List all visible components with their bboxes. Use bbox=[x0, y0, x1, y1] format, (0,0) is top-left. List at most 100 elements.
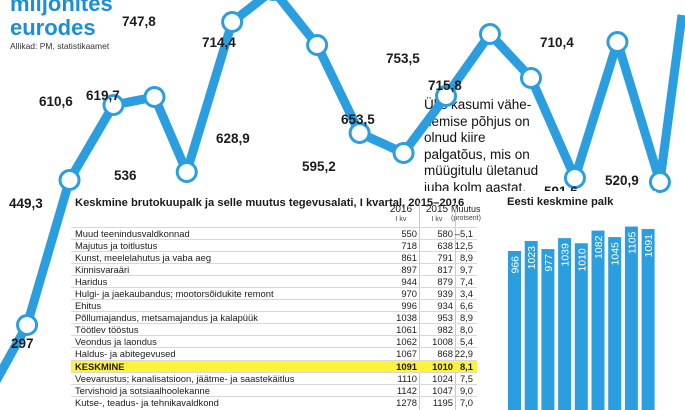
source-note: Allikad: PM, statistikaamet bbox=[10, 41, 110, 51]
bar-value-label: 1039 bbox=[560, 243, 572, 267]
change-value: 22,9 bbox=[454, 348, 473, 360]
value-2015: 817 bbox=[437, 264, 453, 276]
value-2016: 970 bbox=[401, 288, 417, 300]
salary-bar bbox=[641, 229, 655, 410]
value-2015: 939 bbox=[437, 288, 453, 300]
point-label: 536 bbox=[114, 168, 137, 183]
value-2015: 1024 bbox=[432, 372, 453, 384]
table-row-average: KESKMINE 1091 1010 8,1 bbox=[71, 359, 477, 372]
salary-bar bbox=[574, 243, 588, 410]
line-point bbox=[221, 11, 244, 33]
change-value: 8,1 bbox=[459, 360, 473, 372]
row-label: Haridus bbox=[75, 276, 108, 288]
col-2016-header: 2016 I kv bbox=[389, 204, 413, 223]
row-label: Põllumajandus, metsamajandus ja kalapüük bbox=[75, 312, 258, 324]
value-2016: 861 bbox=[401, 252, 417, 264]
value-2015: 953 bbox=[437, 312, 453, 324]
row-label: Muud teenindusvaldkonnad bbox=[75, 228, 190, 239]
table-row: Tervishoid ja sotsiaalhoolekanne 1142 1047… bbox=[71, 383, 477, 396]
salary-table-panel: Keskmine brutokuupalk ja selle muutus te… bbox=[71, 191, 481, 410]
line-point bbox=[648, 171, 671, 193]
line-point bbox=[563, 167, 586, 189]
bar-value-label: 977 bbox=[543, 254, 555, 272]
value-2015: 580 bbox=[437, 228, 453, 239]
change-value: 5,4 bbox=[459, 336, 473, 348]
line-point bbox=[435, 85, 458, 107]
value-2015: 879 bbox=[437, 276, 453, 288]
line-point bbox=[16, 314, 39, 336]
heading: miljonites eurodes bbox=[10, 0, 113, 40]
row-label: Ehitus bbox=[75, 300, 102, 312]
line-point bbox=[348, 122, 371, 144]
table-row: Kinnisvaraäri 897 817 9,7 bbox=[71, 263, 477, 275]
value-2016: 996 bbox=[401, 300, 417, 312]
table-title: Keskmine brutokuupalk ja selle muutus te… bbox=[75, 197, 465, 209]
salary-bar bbox=[591, 230, 605, 410]
row-label: KESKMINE bbox=[75, 360, 125, 372]
row-label: Kunst, meelelahutus ja vaba aeg bbox=[75, 252, 212, 264]
value-2016: 550 bbox=[401, 228, 417, 239]
table-row: Haldus- ja abitegevused 1067 868 22,9 bbox=[71, 347, 477, 359]
value-2016: 944 bbox=[401, 276, 417, 288]
bar-value-label: 1105 bbox=[626, 231, 638, 254]
row-label: Veondus ja laondus bbox=[75, 336, 157, 348]
line-point bbox=[58, 169, 81, 191]
line-point bbox=[478, 23, 501, 45]
point-label: 297 bbox=[11, 336, 34, 351]
line-point bbox=[392, 142, 415, 164]
value-2015: 791 bbox=[437, 252, 453, 264]
table-body: Muud teenindusvaldkonnad 550 580 –5,1 Majutu… bbox=[71, 227, 477, 408]
change-value: 7,0 bbox=[459, 396, 473, 408]
point-label: 715,8 bbox=[428, 78, 462, 93]
bar-value-label: 1010 bbox=[576, 248, 588, 272]
bar-value-label: 966 bbox=[510, 256, 522, 274]
line-point bbox=[102, 94, 125, 116]
salary-bar bbox=[541, 249, 555, 410]
change-value: 9,0 bbox=[459, 384, 473, 396]
row-label: Tervishoid ja sotsiaalhoolekanne bbox=[75, 384, 210, 396]
point-label: 595,2 bbox=[302, 159, 336, 174]
table-row: Töötlev tööstus 1061 982 8,0 bbox=[71, 323, 477, 335]
table-row: Muud teenindusvaldkonnad 550 580 –5,1 bbox=[71, 227, 477, 239]
value-2016: 1067 bbox=[396, 348, 417, 360]
value-2016: 1142 bbox=[396, 384, 417, 396]
point-label: 714,4 bbox=[202, 35, 236, 50]
value-2015: 1047 bbox=[432, 384, 453, 396]
table-row: Kunst, meelelahutus ja vaba aeg 861 791 8,9 bbox=[71, 251, 477, 263]
table-row: Haridus 944 879 7,4 bbox=[71, 275, 477, 287]
bar-value-label: 1091 bbox=[643, 234, 655, 258]
line-point bbox=[306, 34, 329, 56]
value-2015: 638 bbox=[437, 240, 453, 252]
row-label: Kinnisvaraäri bbox=[75, 264, 130, 276]
column-divider bbox=[419, 203, 420, 410]
point-label: 653,5 bbox=[341, 112, 375, 127]
table-row: Veevarustus; kanalisatsioon, jäätme- ja … bbox=[71, 371, 477, 384]
line-point bbox=[606, 31, 629, 53]
value-2016: 1061 bbox=[396, 324, 417, 336]
value-2015: 934 bbox=[437, 300, 453, 312]
change-value: 7,4 bbox=[459, 276, 473, 288]
salary-bar bbox=[608, 237, 622, 410]
bar-chart-title: Eesti keskmine palk bbox=[507, 196, 614, 208]
salary-bar bbox=[624, 226, 638, 410]
value-2016: 1038 bbox=[396, 312, 417, 324]
value-2016: 897 bbox=[401, 264, 417, 276]
value-2016: 1110 bbox=[397, 372, 417, 384]
point-label: 449,3 bbox=[9, 196, 43, 211]
value-2015: 982 bbox=[437, 324, 453, 336]
value-2015: 1195 bbox=[432, 396, 453, 408]
col-change-header: Muutus (protsent) bbox=[451, 204, 481, 222]
table-row: Kutse-, teadus- ja tehnikavaldkond 1278 11… bbox=[71, 395, 477, 408]
change-value: 9,7 bbox=[459, 264, 473, 276]
value-2016: 1278 bbox=[396, 396, 417, 408]
change-value: 7,5 bbox=[459, 372, 473, 384]
row-label: Veevarustus; kanalisatsioon, jäätme- ja … bbox=[75, 372, 295, 384]
column-divider bbox=[455, 203, 456, 410]
salary-bar bbox=[524, 240, 538, 410]
bar-value-label: 1023 bbox=[526, 246, 538, 270]
value-2016: 718 bbox=[401, 240, 417, 252]
col-2015-header: 2015 I kv bbox=[425, 204, 449, 223]
bar-value-label: 1045 bbox=[610, 242, 622, 266]
